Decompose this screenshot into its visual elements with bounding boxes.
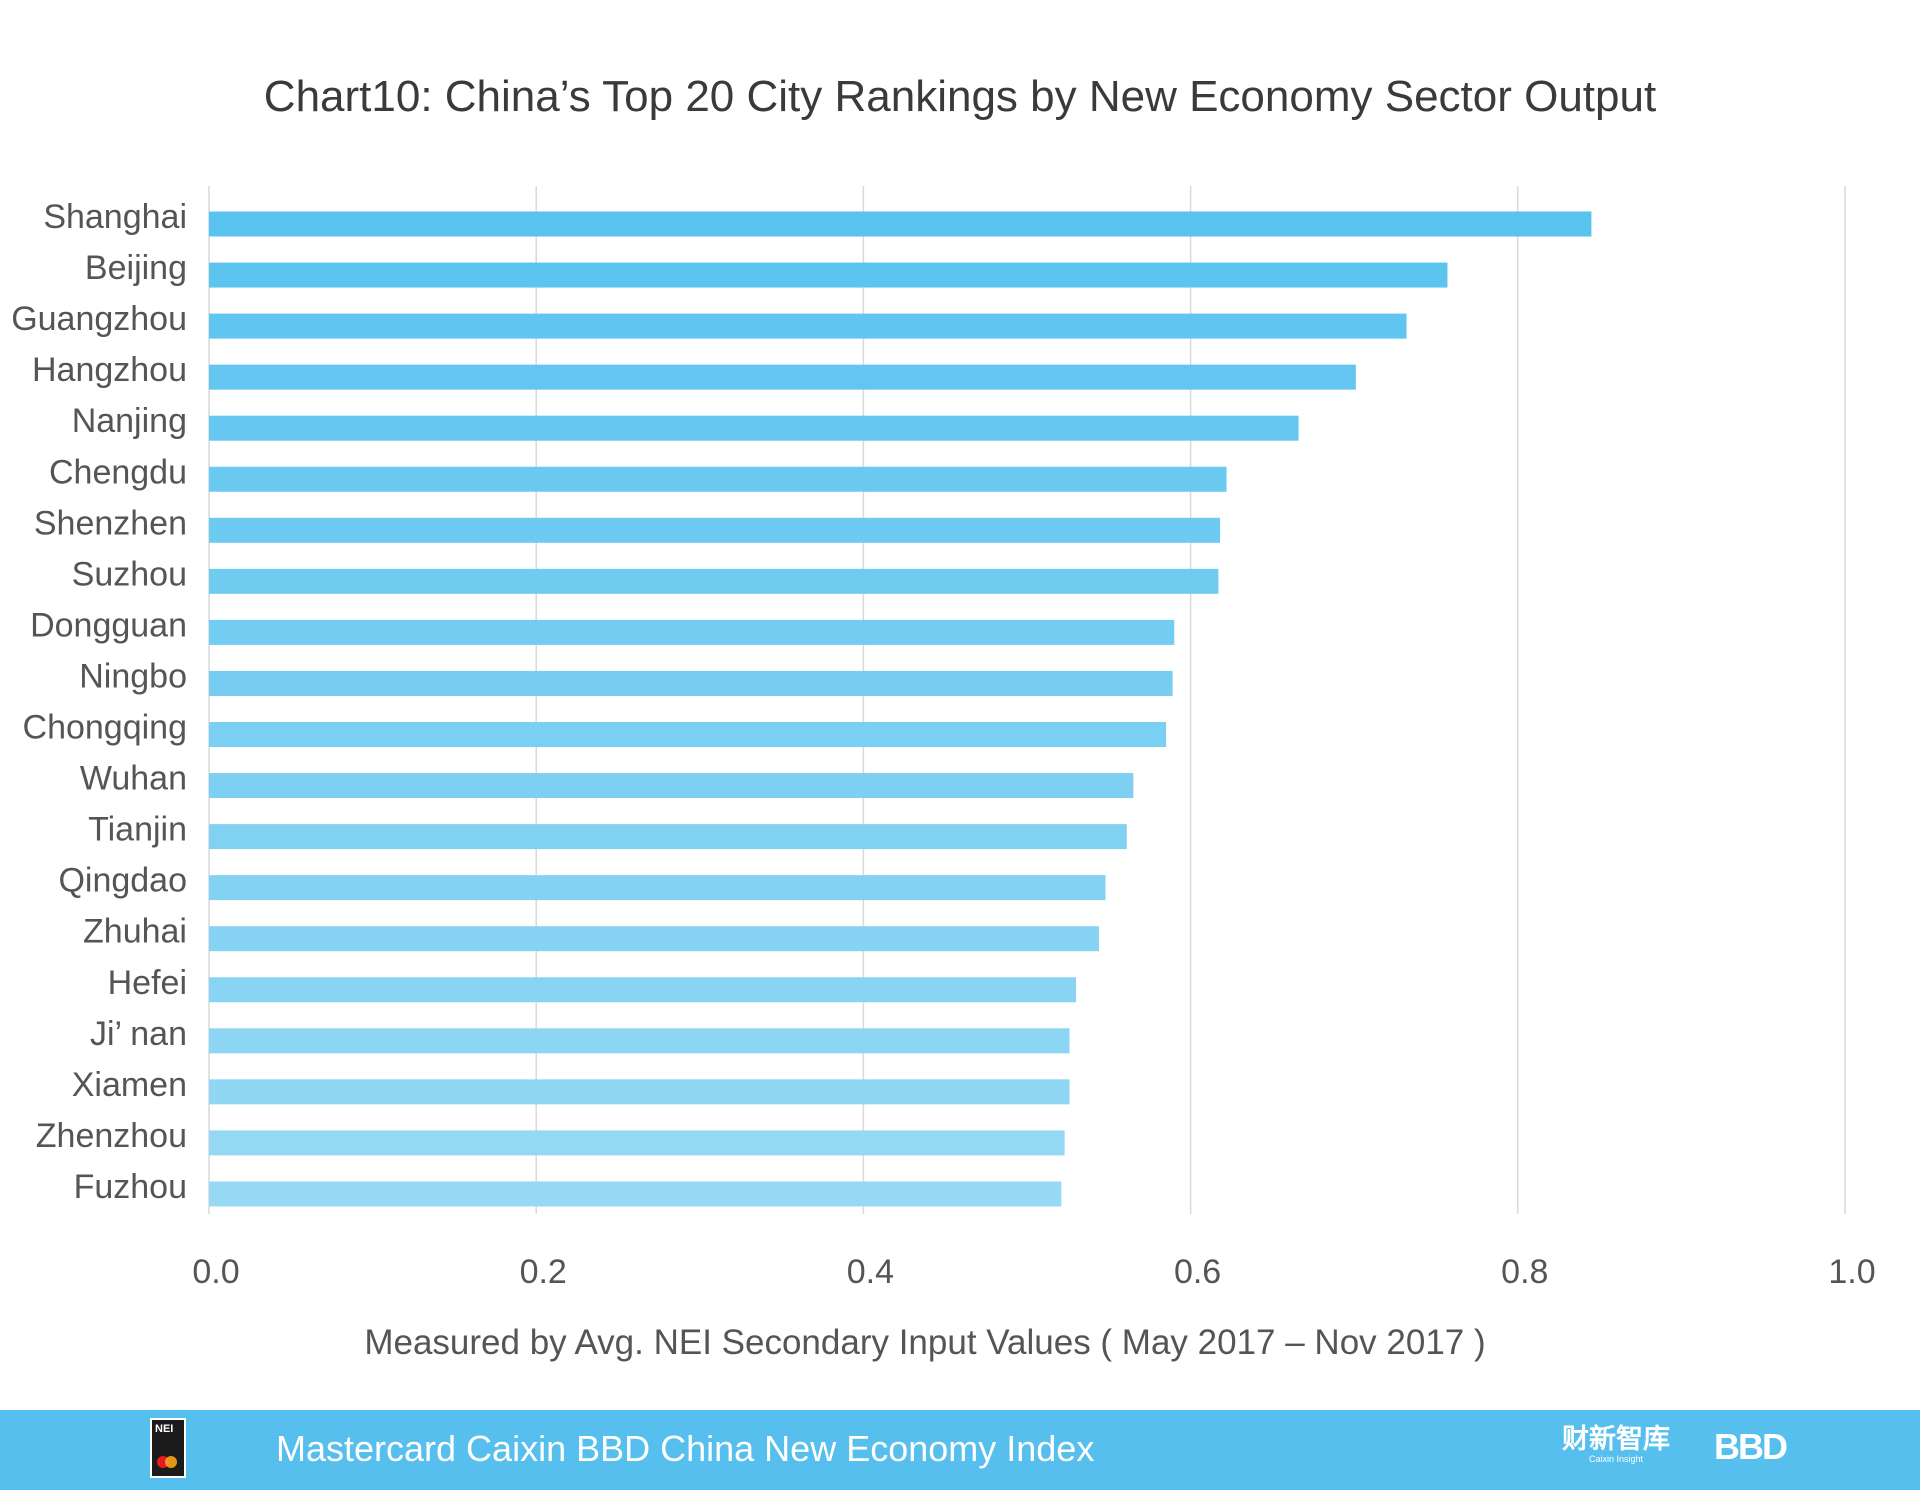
bar — [209, 517, 1221, 543]
nei-logo-text: NEI — [155, 1423, 174, 1435]
category-label: Shanghai — [43, 198, 187, 236]
x-tick-label: 1.0 — [1828, 1253, 1875, 1291]
bar — [209, 466, 1227, 492]
x-tick-label: 0.4 — [847, 1253, 894, 1291]
category-label: Shenzhen — [34, 504, 187, 542]
category-label: Chongqing — [23, 709, 187, 747]
category-label: Xiamen — [72, 1066, 187, 1104]
bar — [209, 313, 1407, 339]
footer-bar: NEI Mastercard Caixin BBD China New Econ… — [0, 1410, 1920, 1490]
bars — [209, 211, 1592, 1207]
grid-lines — [208, 186, 1846, 1214]
x-tick-labels: 0.0 0.2 0.4 0.6 0.8 1.0 — [192, 1253, 1875, 1291]
chart-title: Chart10: China’s Top 20 City Rankings by… — [263, 72, 1657, 121]
category-label: Guangzhou — [11, 300, 187, 338]
bar — [209, 670, 1173, 696]
category-label: Beijing — [85, 249, 187, 287]
bar — [209, 722, 1167, 747]
bar — [209, 1028, 1070, 1054]
category-label: Suzhou — [72, 555, 187, 593]
chart-plot: Shanghai Beijing Guangzhou Hangzhou Nanjing C… — [11, 186, 1876, 1291]
category-label: Nanjing — [72, 402, 187, 440]
bar — [209, 773, 1134, 799]
bar — [209, 1181, 1062, 1207]
category-label: Zhuhai — [83, 913, 187, 951]
footer-title: Mastercard Caixin BBD China New Economy … — [276, 1428, 1095, 1469]
category-label: Dongguan — [30, 606, 187, 644]
category-label: Hangzhou — [32, 351, 187, 389]
bar — [209, 1130, 1065, 1156]
caixin-insight-logo: 财新智库 Caixin Insight — [1562, 1424, 1670, 1465]
category-label: Tianjin — [88, 811, 187, 849]
caixin-insight-en: Caixin Insight — [1588, 1454, 1644, 1464]
bar — [209, 926, 1099, 952]
category-label: Hefei — [108, 964, 187, 1002]
x-tick-label: 0.0 — [192, 1253, 239, 1291]
x-tick-label: 0.8 — [1501, 1253, 1548, 1291]
x-tick-label: 0.6 — [1174, 1253, 1221, 1291]
bar — [209, 824, 1127, 850]
category-label: Ningbo — [79, 657, 187, 695]
caixin-insight-cn: 财新智库 — [1562, 1424, 1670, 1455]
category-label: Qingdao — [58, 862, 187, 900]
bbd-logo: BBD — [1714, 1426, 1788, 1467]
bar — [209, 211, 1592, 237]
category-label: Fuzhou — [74, 1168, 187, 1206]
nei-logo-icon: NEI — [150, 1418, 186, 1478]
bar — [209, 262, 1448, 288]
bar — [209, 977, 1077, 1003]
category-label: Wuhan — [80, 760, 187, 798]
bar — [209, 415, 1299, 441]
category-label: Zhenzhou — [36, 1117, 187, 1155]
bar — [209, 364, 1356, 390]
bar — [209, 619, 1175, 645]
bar — [209, 568, 1219, 594]
x-tick-label: 0.2 — [520, 1253, 567, 1291]
mastercard-circle-orange-icon — [165, 1456, 177, 1468]
category-label: Chengdu — [49, 453, 187, 491]
category-labels: Shanghai Beijing Guangzhou Hangzhou Nanjing C… — [11, 198, 187, 1206]
category-label: Ji’ nan — [90, 1015, 187, 1053]
bar — [209, 1079, 1070, 1105]
bar — [209, 875, 1106, 901]
x-axis-label: Measured by Avg. NEI Secondary Input Val… — [364, 1323, 1486, 1362]
